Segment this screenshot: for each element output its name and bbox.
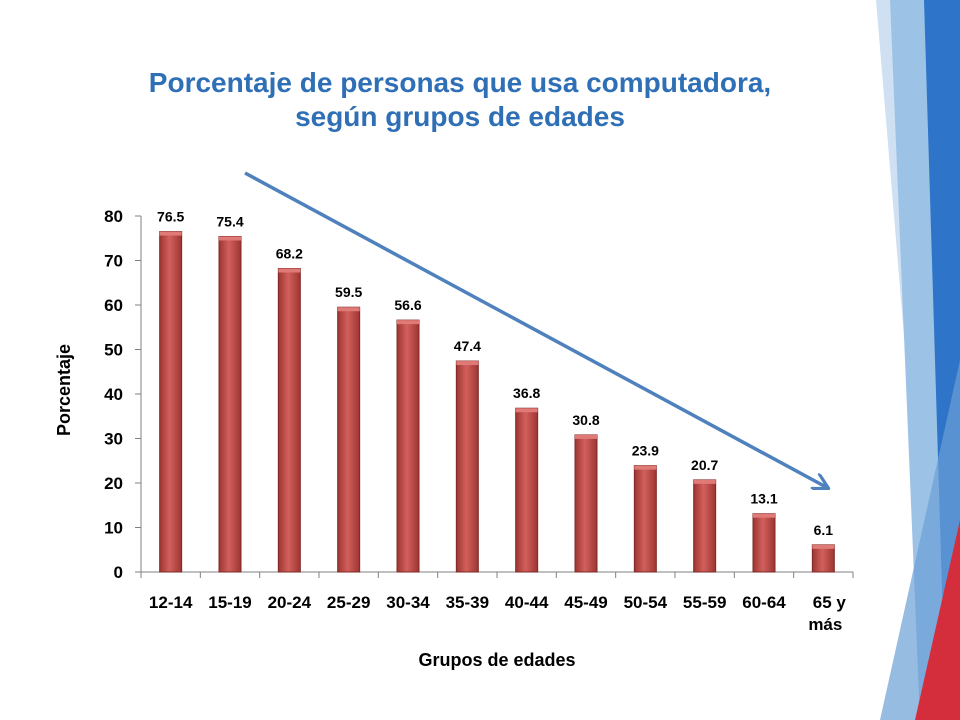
slide-title: Porcentaje de personas que usa computado… — [60, 66, 860, 134]
bar-cap — [634, 465, 657, 470]
bar-cap — [515, 408, 538, 413]
data-label: 68.2 — [276, 246, 303, 262]
bar — [396, 319, 420, 573]
bar — [633, 465, 657, 573]
data-label: 13.1 — [750, 491, 777, 507]
x-tick-label: 12-14 — [149, 593, 193, 612]
chart-axes — [135, 215, 854, 578]
bar — [455, 360, 479, 573]
y-tick-label: 70 — [104, 252, 123, 271]
bar-cap — [753, 513, 775, 518]
x-tick-label: 65 y — [813, 593, 847, 612]
data-label: 20.7 — [691, 457, 718, 473]
bar — [693, 479, 717, 573]
x-tick-label: 55-59 — [683, 593, 726, 612]
y-axis-title: Porcentaje — [54, 344, 74, 436]
data-label: 47.4 — [454, 338, 481, 354]
y-tick-label: 40 — [104, 385, 123, 404]
x-tick-label: 30-34 — [386, 593, 430, 612]
bar-cap — [456, 361, 479, 366]
x-tick-label: 20-24 — [268, 593, 312, 612]
bar — [574, 434, 598, 573]
bar-cap — [397, 320, 419, 325]
data-label: 59.5 — [335, 284, 362, 300]
title-line-1: Porcentaje de personas que usa computado… — [148, 67, 772, 98]
bar-cap — [337, 307, 360, 312]
bar-cap — [278, 268, 301, 273]
data-label: 30.8 — [572, 412, 599, 428]
bar — [337, 306, 361, 573]
bar — [515, 407, 539, 573]
y-tick-label: 80 — [104, 207, 123, 226]
title-line-2: según grupos de edades — [295, 101, 625, 132]
y-tick-label: 10 — [104, 519, 123, 538]
bar — [218, 235, 242, 573]
x-tick-label: 25-29 — [327, 593, 370, 612]
x-tick-label: 50-54 — [624, 593, 668, 612]
bar — [277, 268, 301, 573]
y-tick-label: 50 — [104, 341, 123, 360]
data-label: 75.4 — [216, 213, 243, 229]
x-axis-title: Grupos de edades — [418, 650, 575, 670]
bar-cap — [575, 434, 597, 439]
data-label: 6.1 — [814, 522, 834, 538]
x-tick-label: 35-39 — [446, 593, 489, 612]
x-tick-label: 45-49 — [564, 593, 607, 612]
trend-arrow — [244, 171, 826, 487]
x-tick-label: 60-64 — [742, 593, 786, 612]
y-tick-label: 60 — [104, 296, 123, 315]
y-tick-label: 0 — [114, 563, 123, 582]
x-tick-label: 15-19 — [208, 593, 251, 612]
data-label: 76.5 — [157, 209, 184, 225]
bar-cap — [693, 479, 716, 484]
chart-bars — [159, 231, 835, 573]
bar — [752, 513, 776, 573]
x-tick-label: 40-44 — [505, 593, 549, 612]
bar — [159, 231, 183, 573]
chart-labels: 0 10 20 30 40 50 60 70 80 76.5 12-14 75.4 15-19 68.2 2… — [54, 207, 846, 670]
data-label: 56.6 — [394, 297, 421, 313]
bar-cap — [219, 236, 241, 241]
x-tick-label-line2: más — [808, 615, 842, 634]
bar — [811, 544, 835, 573]
bar-cap — [812, 544, 835, 549]
y-tick-label: 20 — [104, 474, 123, 493]
y-tick-label: 30 — [104, 430, 123, 449]
bar-cap — [159, 231, 182, 236]
data-label: 36.8 — [513, 385, 540, 401]
data-label: 23.9 — [632, 443, 659, 459]
